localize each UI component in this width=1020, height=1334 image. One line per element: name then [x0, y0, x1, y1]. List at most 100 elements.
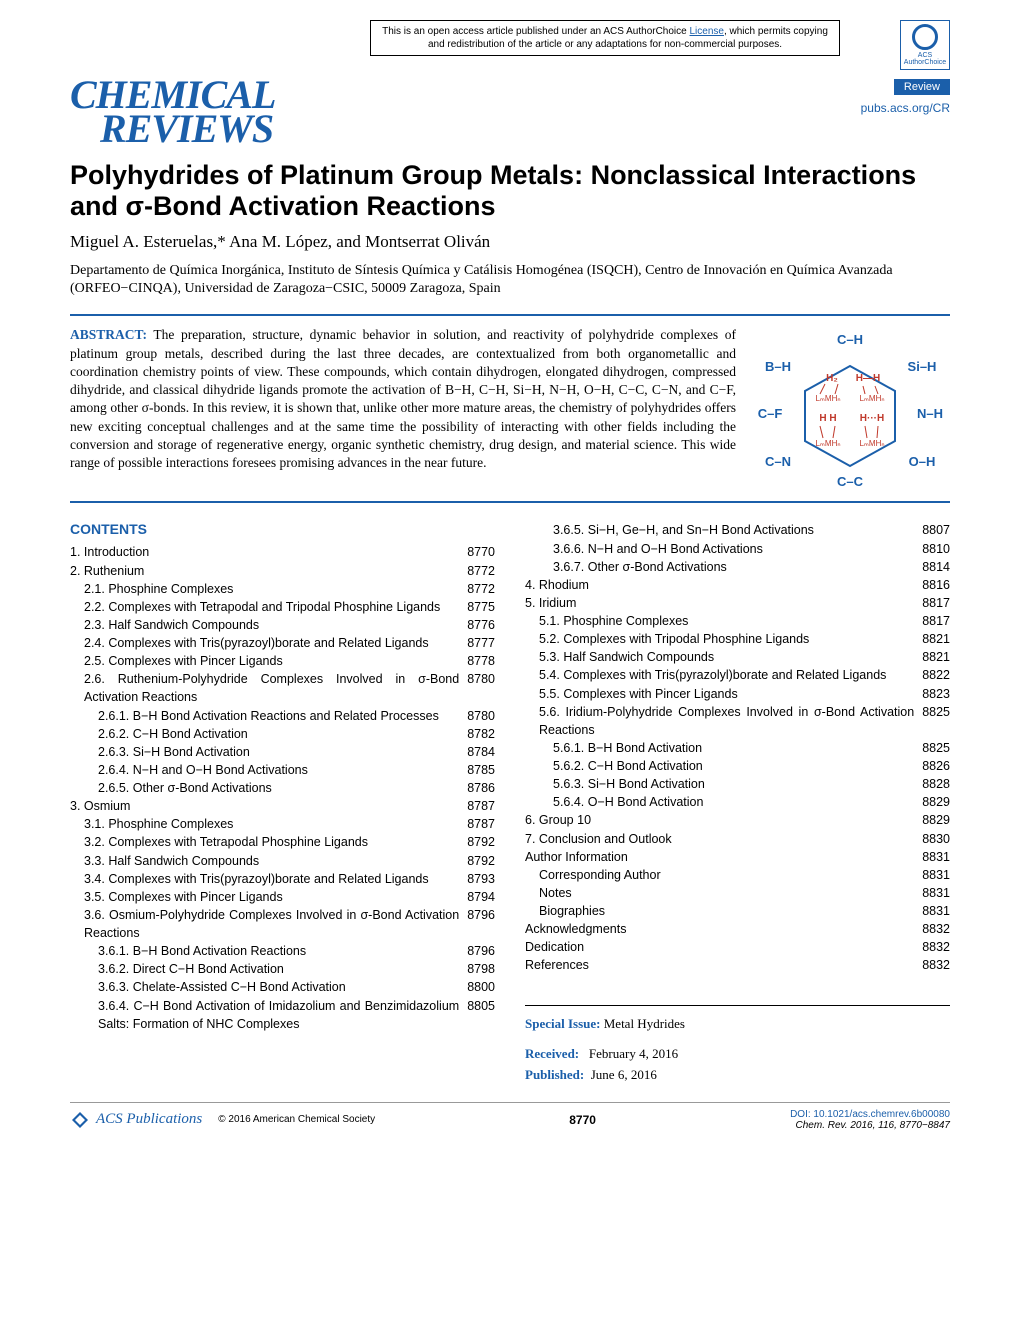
toc-item[interactable]: 2.6.1. B−H Bond Activation Reactions and… — [70, 707, 495, 725]
toc-item-page: 8777 — [467, 634, 495, 652]
toc-item-page: 8825 — [922, 739, 950, 757]
toc-item[interactable]: 3.2. Complexes with Tetrapodal Phosphine… — [70, 833, 495, 851]
toc-item[interactable]: 2.6.4. N−H and O−H Bond Activations8785 — [70, 761, 495, 779]
toc-item-page: 8772 — [467, 580, 495, 598]
toc-item-page: 8832 — [922, 956, 950, 974]
toc-item[interactable]: 5.3. Half Sandwich Compounds8821 — [525, 648, 950, 666]
toc-item[interactable]: 5.6.3. Si−H Bond Activation8828 — [525, 775, 950, 793]
doi-link[interactable]: DOI: 10.1021/acs.chemrev.6b00080 — [790, 1109, 950, 1120]
toc-item[interactable]: 4. Rhodium8816 — [525, 576, 950, 594]
toc-item-label: 1. Introduction — [70, 543, 467, 561]
toc-item-label: Corresponding Author — [525, 866, 922, 884]
toc-item[interactable]: 5. Iridium8817 — [525, 594, 950, 612]
toc-item[interactable]: Biographies8831 — [525, 902, 950, 920]
toc-item-page: 8770 — [467, 543, 495, 561]
toc-item[interactable]: 2.2. Complexes with Tetrapodal and Tripo… — [70, 598, 495, 616]
pubs-link[interactable]: pubs.acs.org/CR — [861, 101, 950, 115]
toc-item[interactable]: 3.6.1. B−H Bond Activation Reactions8796 — [70, 942, 495, 960]
hex-label-br: O–H — [909, 454, 936, 469]
toc-item-label: 4. Rhodium — [525, 576, 922, 594]
toc-item-label: Author Information — [525, 848, 922, 866]
toc-item[interactable]: 2. Ruthenium8772 — [70, 562, 495, 580]
svg-text:LₘMHₙ: LₘMHₙ — [815, 439, 840, 448]
toc-item[interactable]: 5.6.4. O−H Bond Activation8829 — [525, 793, 950, 811]
toc-item-page: 8829 — [922, 793, 950, 811]
toc-item-label: 2.6. Ruthenium-Polyhydride Complexes Inv… — [70, 670, 467, 706]
toc-item[interactable]: 2.4. Complexes with Tris(pyrazoyl)borate… — [70, 634, 495, 652]
toc-item-label: 5.4. Complexes with Tris(pyrazolyl)borat… — [525, 666, 922, 684]
toc-item[interactable]: Author Information8831 — [525, 848, 950, 866]
review-badge: Review — [894, 79, 950, 95]
toc-item-label: 3.6. Osmium-Polyhydride Complexes Involv… — [70, 906, 467, 942]
toc-item[interactable]: 3.6.3. Chelate-Assisted C−H Bond Activat… — [70, 978, 495, 996]
toc-item[interactable]: 3.6.4. C−H Bond Activation of Imidazoliu… — [70, 997, 495, 1033]
toc-item-page: 8828 — [922, 775, 950, 793]
toc-item[interactable]: 2.5. Complexes with Pincer Ligands8778 — [70, 652, 495, 670]
page-number: 8770 — [569, 1113, 596, 1127]
toc-item-label: 2.6.1. B−H Bond Activation Reactions and… — [70, 707, 467, 725]
toc-item-label: 7. Conclusion and Outlook — [525, 830, 922, 848]
toc-item[interactable]: 2.6.3. Si−H Bond Activation8784 — [70, 743, 495, 761]
toc-item[interactable]: 3.6. Osmium-Polyhydride Complexes Involv… — [70, 906, 495, 942]
toc-item-page: 8780 — [467, 670, 495, 688]
toc-item-label: 3.5. Complexes with Pincer Ligands — [70, 888, 467, 906]
toc-item[interactable]: 2.3. Half Sandwich Compounds8776 — [70, 616, 495, 634]
toc-item-label: 2.2. Complexes with Tetrapodal and Tripo… — [70, 598, 467, 616]
toc-item-page: 8794 — [467, 888, 495, 906]
toc-item[interactable]: 5.6. Iridium-Polyhydride Complexes Invol… — [525, 703, 950, 739]
hex-label-bl: C–N — [765, 454, 791, 469]
toc-item[interactable]: 3.6.5. Si−H, Ge−H, and Sn−H Bond Activat… — [525, 521, 950, 539]
toc-item-page: 8822 — [922, 666, 950, 684]
toc-item-page: 8817 — [922, 612, 950, 630]
toc-item[interactable]: 2.6. Ruthenium-Polyhydride Complexes Inv… — [70, 670, 495, 706]
license-link[interactable]: License — [690, 26, 724, 37]
toc-item[interactable]: 5.5. Complexes with Pincer Ligands8823 — [525, 685, 950, 703]
toc-item-label: 3.6.4. C−H Bond Activation of Imidazoliu… — [70, 997, 467, 1033]
journal-logo-line2: REVIEWS — [70, 112, 275, 146]
toc-item-page: 8807 — [922, 521, 950, 539]
svg-text:H···H: H···H — [860, 413, 884, 424]
toc-item[interactable]: Dedication8832 — [525, 938, 950, 956]
toc-item-page: 8778 — [467, 652, 495, 670]
toc-item-page: 8826 — [922, 757, 950, 775]
toc-item-page: 8816 — [922, 576, 950, 594]
toc-item[interactable]: References8832 — [525, 956, 950, 974]
toc-item-page: 8823 — [922, 685, 950, 703]
toc-item-label: 3.6.5. Si−H, Ge−H, and Sn−H Bond Activat… — [525, 521, 922, 539]
toc-item[interactable]: 2.6.2. C−H Bond Activation8782 — [70, 725, 495, 743]
toc-item-label: 5.5. Complexes with Pincer Ligands — [525, 685, 922, 703]
hex-label-r: N–H — [917, 406, 943, 421]
svg-text:LₘMHₙ: LₘMHₙ — [859, 394, 884, 403]
toc-item-page: 8821 — [922, 630, 950, 648]
toc-item[interactable]: 1. Introduction8770 — [70, 543, 495, 561]
toc-item[interactable]: Corresponding Author8831 — [525, 866, 950, 884]
special-issue-label: Special Issue: — [525, 1016, 600, 1031]
toc-item[interactable]: 3.6.2. Direct C−H Bond Activation8798 — [70, 960, 495, 978]
toc-item[interactable]: 2.1. Phosphine Complexes8772 — [70, 580, 495, 598]
toc-item[interactable]: 5.4. Complexes with Tris(pyrazolyl)borat… — [525, 666, 950, 684]
toc-item[interactable]: 3.6.7. Other σ-Bond Activations8814 — [525, 558, 950, 576]
toc-item[interactable]: 5.6.1. B−H Bond Activation8825 — [525, 739, 950, 757]
toc-item[interactable]: 7. Conclusion and Outlook8830 — [525, 830, 950, 848]
authors: Miguel A. Esteruelas,* Ana M. López, and… — [70, 232, 950, 252]
toc-item[interactable]: 5.2. Complexes with Tripodal Phosphine L… — [525, 630, 950, 648]
toc-item[interactable]: 3.1. Phosphine Complexes8787 — [70, 815, 495, 833]
toc-item[interactable]: Notes8831 — [525, 884, 950, 902]
toc-item[interactable]: 3. Osmium8787 — [70, 797, 495, 815]
acs-publications-logo: ACS Publications — [96, 1111, 202, 1128]
abstract-text: ABSTRACT: The preparation, structure, dy… — [70, 326, 736, 472]
toc-item[interactable]: 3.4. Complexes with Tris(pyrazoyl)borate… — [70, 870, 495, 888]
toc-item[interactable]: 5.6.2. C−H Bond Activation8826 — [525, 757, 950, 775]
toc-item-page: 8798 — [467, 960, 495, 978]
toc-item[interactable]: 3.6.6. N−H and O−H Bond Activations8810 — [525, 540, 950, 558]
toc-item-label: 2.6.4. N−H and O−H Bond Activations — [70, 761, 467, 779]
toc-item[interactable]: 3.5. Complexes with Pincer Ligands8794 — [70, 888, 495, 906]
toc-item[interactable]: 2.6.5. Other σ-Bond Activations8786 — [70, 779, 495, 797]
toc-item[interactable]: Acknowledgments8832 — [525, 920, 950, 938]
meta-divider — [525, 1005, 950, 1006]
toc-item[interactable]: 6. Group 108829 — [525, 811, 950, 829]
toc-item-label: 3.6.6. N−H and O−H Bond Activations — [525, 540, 922, 558]
toc-item-label: Acknowledgments — [525, 920, 922, 938]
toc-item[interactable]: 5.1. Phosphine Complexes8817 — [525, 612, 950, 630]
toc-item[interactable]: 3.3. Half Sandwich Compounds8792 — [70, 852, 495, 870]
